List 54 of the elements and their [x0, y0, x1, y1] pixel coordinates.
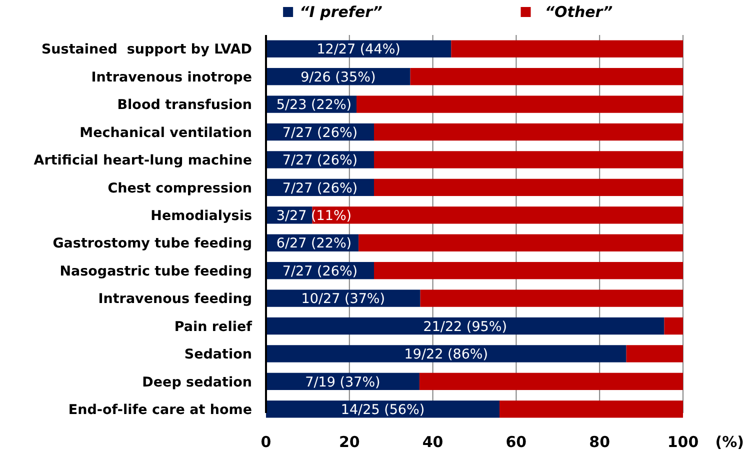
bar — [374, 178, 683, 196]
x-axis-title: (%) — [715, 433, 744, 451]
legend-label: “I prefer” — [300, 3, 383, 21]
bar — [358, 234, 683, 252]
data-label: 7/27 (26%) — [282, 124, 358, 141]
data-label: 9/26 (35%) — [300, 69, 376, 86]
bar — [312, 206, 683, 224]
bar — [374, 123, 683, 141]
bar — [410, 68, 683, 86]
y-tick-label: Sedation — [184, 346, 252, 363]
y-tick-label: Blood transfusion — [117, 97, 252, 114]
y-tick-label: Intravenous inotrope — [91, 69, 252, 86]
data-label: 7/19 (37%) — [305, 374, 380, 390]
y-tick-label: Mechanical ventilation — [80, 124, 252, 141]
data-label: 5/23 (22%) — [276, 97, 352, 114]
data-label: 6/27 (22%) — [276, 236, 352, 252]
y-tick-label: Hemodialysis — [150, 208, 252, 224]
y-tick-label: End-of-life care at home — [68, 402, 252, 418]
bar — [500, 400, 683, 418]
bar — [419, 372, 683, 390]
bar — [266, 317, 664, 335]
y-tick-label: Chest compression — [108, 180, 252, 196]
x-tick-label: 20 — [338, 433, 360, 451]
y-tick-label: Deep sedation — [142, 374, 252, 390]
x-tick-label: 80 — [589, 433, 610, 451]
bar — [420, 290, 683, 307]
data-label: 7/27 (26%) — [282, 152, 358, 169]
x-tick-label: 60 — [506, 433, 527, 451]
data-label: 19/22 (86%) — [404, 346, 488, 363]
bar — [451, 40, 683, 58]
bar — [374, 151, 683, 168]
y-tick-label: Gastrostomy tube feeding — [52, 236, 252, 252]
bar — [356, 96, 683, 113]
bar — [664, 317, 683, 335]
x-tick-label: 40 — [422, 433, 444, 451]
legend-label: “Other” — [544, 3, 613, 21]
bar — [374, 262, 683, 280]
data-label: 7/27 (26%) — [282, 180, 358, 196]
data-label: 10/27 (37%) — [301, 291, 386, 308]
x-tick-label: 100 — [667, 433, 699, 451]
data-label: 12/27 (44%) — [316, 42, 400, 58]
y-tick-label: Artificial heart-lung machine — [34, 152, 252, 169]
y-tick-label: Sustained support by LVAD — [41, 42, 252, 58]
y-tick-label: Intravenous feeding — [98, 291, 252, 308]
x-tick-label: 0 — [260, 433, 272, 451]
bar — [626, 345, 683, 362]
y-tick-label: Nasogastric tube feeding — [60, 263, 252, 280]
data-label: 7/27 (26%) — [282, 263, 358, 280]
y-tick-label: Pain relief — [174, 318, 252, 335]
bar — [266, 345, 626, 362]
data-label: 3/27 (11%) — [276, 208, 352, 224]
bar — [266, 400, 500, 418]
data-label: 21/22 (95%) — [423, 318, 507, 335]
data-label: 14/25 (56%) — [340, 402, 425, 418]
